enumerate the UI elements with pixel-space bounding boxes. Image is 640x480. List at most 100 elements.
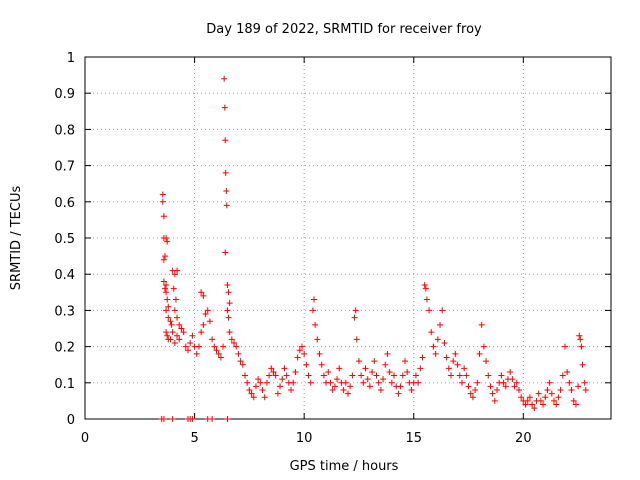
- data-point: [164, 296, 171, 303]
- data-point: [540, 401, 547, 408]
- y-tick-label: 0.1: [54, 377, 75, 392]
- data-point: [246, 387, 253, 394]
- data-point: [511, 383, 518, 390]
- data-point: [185, 347, 192, 354]
- data-point: [325, 368, 332, 375]
- data-point: [198, 289, 205, 296]
- x-axis-label: GPS time / hours: [290, 459, 399, 474]
- data-point: [485, 372, 492, 379]
- data-point: [555, 394, 562, 401]
- y-tick-label: 0.2: [54, 341, 75, 356]
- data-point: [518, 394, 525, 401]
- axis-ticks: 00.10.20.30.40.50.60.70.80.910 5 10 15 20: [54, 51, 611, 446]
- data-point: [578, 343, 585, 350]
- data-point: [377, 387, 384, 394]
- data-point: [458, 379, 465, 386]
- data-point: [266, 372, 273, 379]
- x-tick-label: 0: [81, 431, 89, 446]
- data-point: [360, 379, 367, 386]
- data-point: [415, 379, 422, 386]
- data-point: [225, 314, 232, 321]
- data-point: [272, 372, 279, 379]
- data-point: [237, 358, 244, 365]
- data-point: [399, 372, 406, 379]
- data-point: [163, 235, 170, 241]
- data-point: [559, 372, 566, 379]
- data-point: [163, 282, 170, 289]
- x-tick-label: 10: [296, 431, 313, 446]
- data-point: [223, 187, 230, 194]
- data-point: [568, 387, 575, 394]
- data-point: [222, 137, 229, 144]
- data-point: [537, 397, 544, 404]
- data-point: [327, 379, 334, 386]
- data-point: [225, 289, 232, 296]
- data-point: [334, 376, 341, 383]
- data-point: [476, 350, 483, 357]
- data-point: [557, 387, 564, 394]
- data-point: [239, 361, 246, 368]
- data-point: [507, 368, 514, 375]
- data-point: [206, 318, 213, 325]
- data-point: [228, 336, 235, 343]
- data-point: [164, 332, 171, 339]
- data-point: [434, 336, 441, 343]
- data-point: [412, 372, 419, 379]
- data-point: [274, 390, 281, 397]
- data-point: [439, 307, 446, 314]
- data-point: [209, 416, 216, 422]
- data-point: [437, 321, 444, 328]
- data-point: [231, 339, 238, 346]
- data-point: [531, 405, 538, 412]
- data-point: [395, 390, 402, 397]
- x-tick-label: 15: [405, 431, 422, 446]
- data-point: [159, 198, 166, 205]
- data-point: [294, 354, 301, 361]
- data-point: [397, 383, 404, 390]
- chart-grid: [85, 57, 611, 419]
- data-point: [576, 332, 583, 339]
- data-point: [281, 365, 288, 372]
- data-point: [222, 249, 229, 256]
- data-point: [329, 387, 336, 394]
- data-point: [165, 314, 172, 321]
- data-point: [270, 368, 277, 375]
- data-point: [428, 329, 435, 336]
- data-point: [168, 321, 175, 328]
- data-point: [489, 390, 496, 397]
- data-point: [167, 318, 174, 325]
- data-point: [456, 372, 463, 379]
- data-point: [213, 347, 220, 354]
- data-point: [426, 307, 433, 314]
- data-point: [469, 394, 476, 401]
- data-point: [369, 368, 376, 375]
- data-point: [441, 339, 448, 346]
- data-point: [452, 350, 459, 357]
- data-point: [301, 350, 308, 357]
- data-point: [316, 350, 323, 357]
- data-point: [443, 354, 450, 361]
- data-point: [200, 321, 207, 328]
- data-point: [298, 343, 305, 350]
- data-point: [318, 361, 325, 368]
- data-point: [551, 397, 558, 404]
- data-point: [445, 365, 452, 372]
- data-point: [305, 372, 312, 379]
- data-point: [340, 387, 347, 394]
- data-point: [283, 372, 290, 379]
- data-point: [224, 307, 231, 314]
- data-point: [169, 416, 176, 422]
- data-point: [373, 372, 380, 379]
- data-point: [257, 379, 264, 386]
- data-point: [250, 394, 257, 401]
- data-point: [164, 238, 171, 245]
- data-point: [167, 336, 174, 343]
- data-point: [165, 303, 172, 310]
- data-point: [222, 169, 229, 176]
- y-tick-label: 0.9: [54, 87, 75, 102]
- data-point: [522, 401, 529, 408]
- data-point: [182, 343, 189, 350]
- data-point: [546, 379, 553, 386]
- data-point: [432, 350, 439, 357]
- data-point: [351, 314, 358, 321]
